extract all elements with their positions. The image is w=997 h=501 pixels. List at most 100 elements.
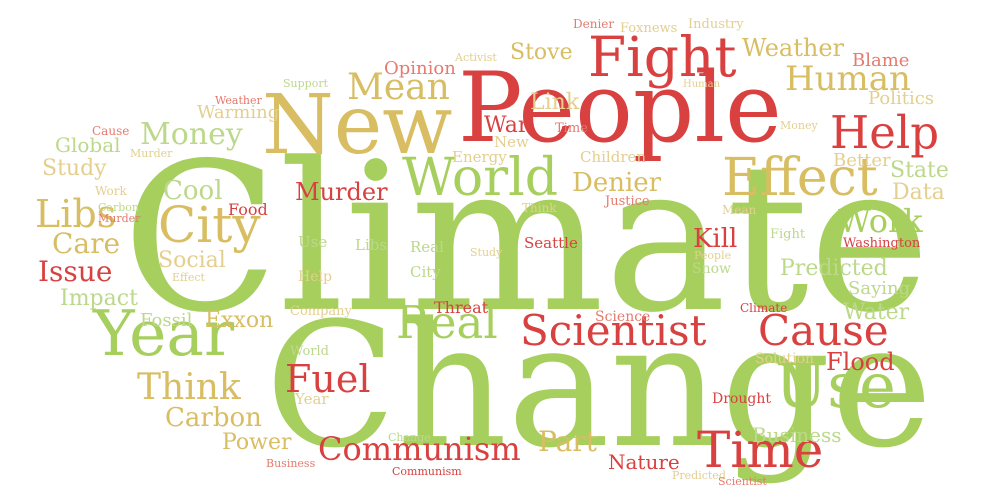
word-human: Human (785, 59, 911, 99)
word-global: Global (55, 133, 121, 157)
word-change-small: Change (388, 431, 431, 444)
word-care: Care (52, 227, 121, 260)
word-justice: Justice (605, 194, 650, 209)
word-murder-tiny: Murder (98, 212, 141, 225)
word-human-small: Human (683, 79, 721, 90)
word-weather-small: Weather (215, 94, 262, 107)
word-new: New (262, 78, 453, 173)
word-work-small: Work (95, 184, 127, 198)
word-blame: Blame (852, 50, 910, 71)
word-threat: Threat (434, 298, 489, 317)
word-politics: Politics (868, 88, 935, 109)
word-year: Year (93, 297, 235, 370)
word-real: Real (396, 296, 498, 349)
word-scientist: Scientist (520, 306, 707, 355)
word-cause-small: Cause (92, 124, 130, 138)
word-mean-small: Mean (722, 203, 757, 217)
word-murder: Murder (295, 178, 388, 206)
word-predicted: Predicted (780, 256, 888, 281)
word-drought: Drought (712, 391, 771, 407)
word-money: Money (140, 117, 243, 152)
word-world: World (402, 148, 558, 208)
word-work: Work (838, 202, 923, 240)
word-cool: Cool (163, 176, 223, 206)
word-effect-small: Effect (172, 271, 205, 284)
word-murder-small: Murder (130, 147, 173, 160)
word-exxon: Exxon (205, 308, 274, 333)
word-carbon: Carbon (165, 403, 262, 433)
word-weather: Weather (742, 34, 844, 62)
word-study-small: Study (470, 246, 503, 259)
word-food: Food (228, 200, 268, 219)
word-saying: Saying (848, 278, 911, 299)
word-city-small: City (410, 263, 441, 281)
word-predicted-small: Predicted (672, 469, 726, 482)
word-science: Science (595, 309, 651, 325)
word-climate-small: Climate (740, 301, 788, 315)
word-social: Social (158, 248, 226, 273)
word-use-small: Use (298, 233, 328, 251)
word-data: Data (892, 180, 945, 205)
word-money-small: Money (780, 119, 818, 132)
word-fight: Fight (588, 25, 737, 89)
word-business-small: Business (266, 457, 316, 470)
word-libs: Libs (35, 192, 117, 236)
word-power: Power (222, 430, 292, 455)
word-children: Children (580, 148, 647, 166)
word-denier-small: Denier (573, 17, 615, 31)
word-state: State (890, 158, 949, 183)
word-opinion: Opinion (384, 58, 456, 79)
word-communism-small: Communism (392, 465, 462, 478)
word-flood: Flood (826, 348, 895, 376)
word-company: Company (290, 304, 352, 319)
word-seattle: Seattle (524, 234, 578, 252)
word-support: Support (283, 77, 329, 90)
word-activist: Activist (455, 51, 497, 64)
word-part: Part (538, 425, 597, 458)
word-cause: Cause (758, 306, 889, 355)
word-real-small: Real (410, 238, 444, 256)
word-issue: Issue (38, 255, 113, 288)
word-world-small: World (290, 344, 329, 359)
word-war: War (484, 113, 529, 138)
word-water: Water (843, 300, 910, 325)
word-time-small: Time (555, 121, 588, 136)
word-energy: Energy (452, 148, 507, 166)
word-study: Study (42, 156, 107, 181)
word-people: People (458, 52, 782, 164)
word-city: City (158, 196, 261, 254)
word-year-small: Year (295, 390, 329, 408)
word-help: Help (830, 106, 940, 159)
word-denier: Denier (572, 168, 662, 198)
word-foxnews: Foxnews (620, 21, 678, 36)
word-think-small: Think (522, 201, 557, 215)
word-better: Better (833, 150, 891, 171)
word-scientist-small: Scientist (718, 475, 767, 488)
word-time: Time (697, 421, 824, 479)
word-link: Link (530, 90, 580, 115)
word-kill: Kill (693, 224, 738, 254)
word-libs-small: Libs (355, 236, 388, 254)
word-effect: Effect (722, 148, 878, 208)
word-industry: Industry (688, 17, 744, 32)
word-nature: Nature (608, 450, 680, 474)
word-communism: Communism (318, 430, 521, 468)
word-solution: Solution (755, 351, 815, 367)
word-think: Think (137, 367, 241, 408)
word-impact: Impact (60, 286, 138, 311)
word-snow: Snow (692, 261, 732, 277)
word-help-small: Help (298, 269, 332, 285)
word-fight-small: Fight (770, 227, 806, 242)
word-carbon-small: Carbon (98, 201, 139, 214)
word-change: Change (265, 285, 933, 486)
word-mean: Mean (347, 67, 450, 108)
word-fossil: Fossil (140, 310, 193, 331)
word-warming: Warming (197, 102, 280, 123)
word-stove: Stove (510, 40, 573, 65)
word-use: Use (775, 349, 896, 422)
word-washington: Washington (843, 236, 921, 251)
word-climate: Climate (122, 120, 931, 358)
word-people-small: People (694, 249, 732, 262)
word-fuel: Fuel (285, 357, 371, 401)
